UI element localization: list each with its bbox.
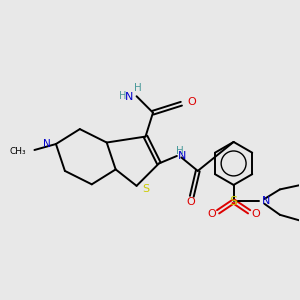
Text: H: H xyxy=(134,83,142,93)
Text: N: N xyxy=(178,151,186,161)
Text: N: N xyxy=(261,196,270,206)
Text: O: O xyxy=(187,97,196,107)
Text: H: H xyxy=(176,146,184,156)
Text: O: O xyxy=(251,209,260,219)
Text: S: S xyxy=(142,184,149,194)
Text: H: H xyxy=(119,91,126,101)
Text: O: O xyxy=(207,209,216,219)
Text: N: N xyxy=(43,139,51,149)
Text: N: N xyxy=(124,92,133,102)
Text: S: S xyxy=(230,195,238,208)
Text: CH₃: CH₃ xyxy=(10,147,26,156)
Text: O: O xyxy=(186,197,195,207)
